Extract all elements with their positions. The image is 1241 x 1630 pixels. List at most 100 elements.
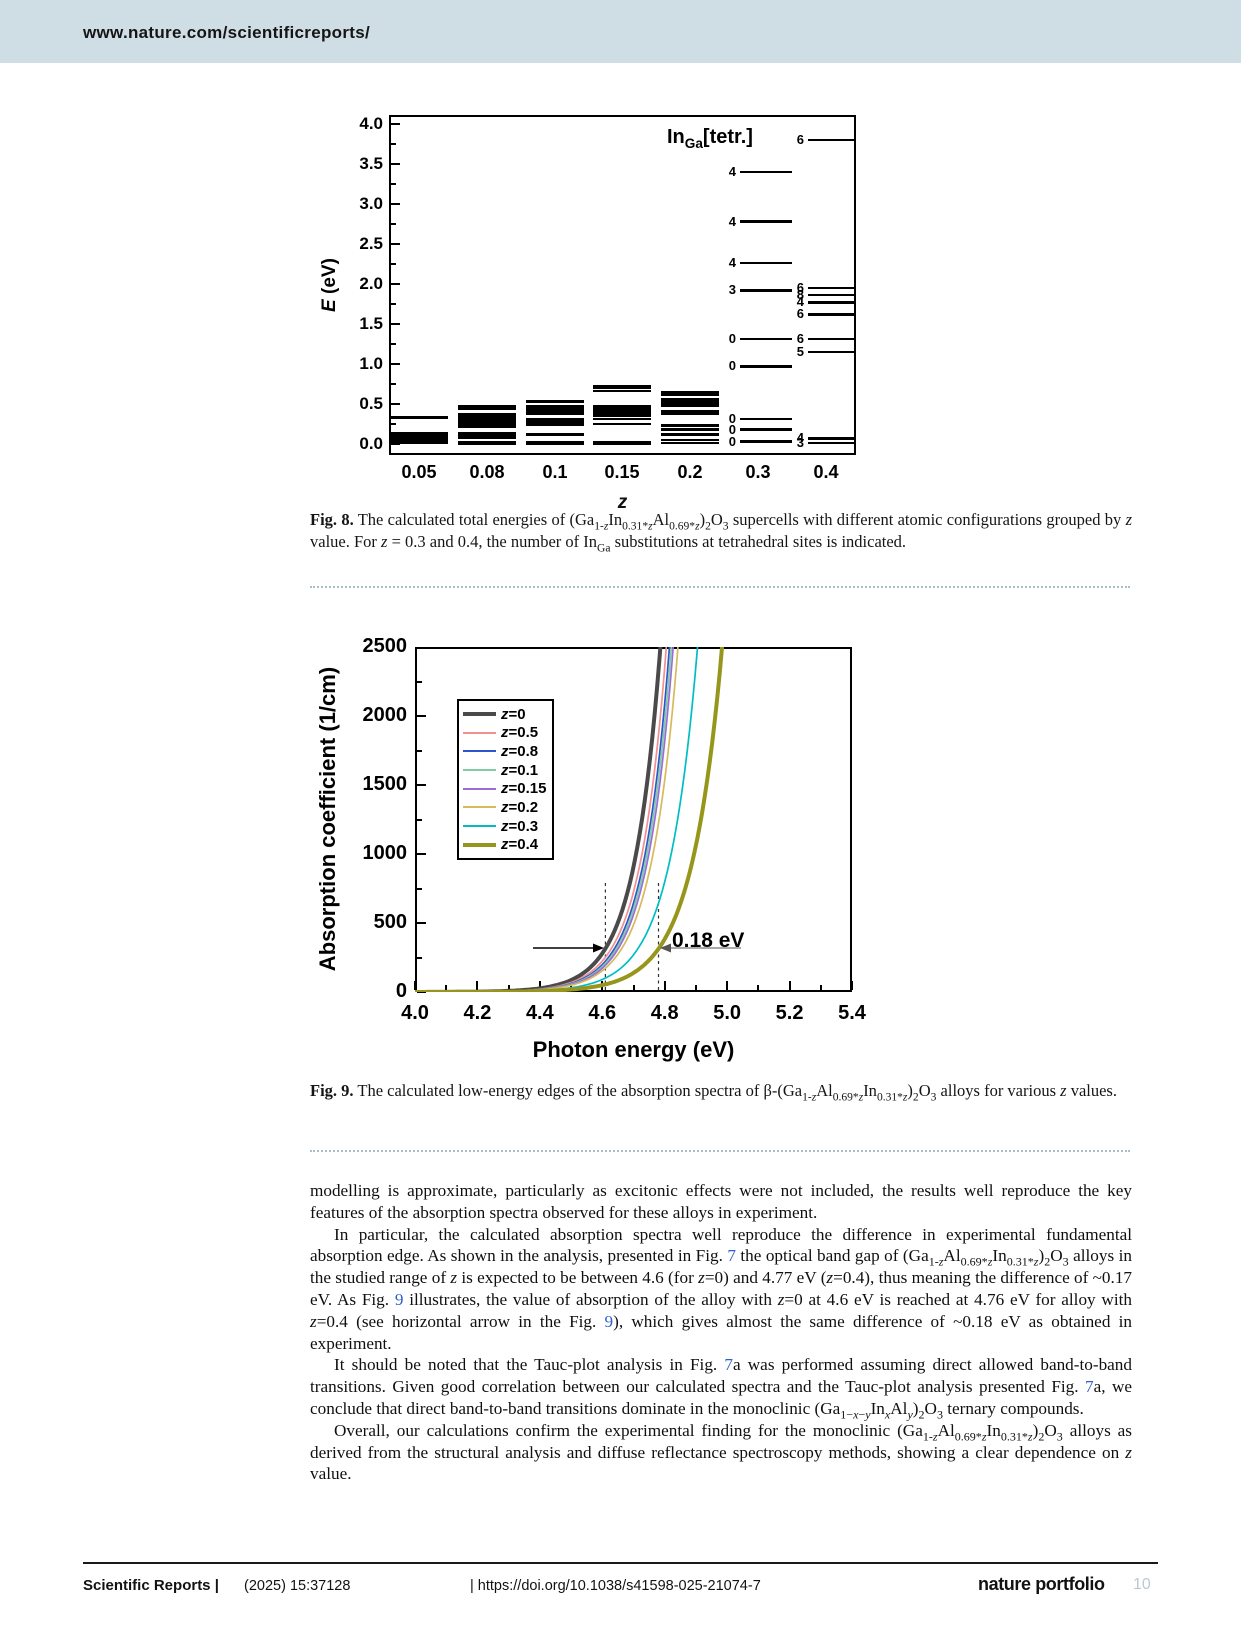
x-axis-tick <box>507 985 510 990</box>
energy-level-line <box>526 409 584 413</box>
y-axis-tick-label: 0.0 <box>359 434 383 453</box>
x-axis-tick-label: 5.0 <box>713 1002 742 1024</box>
energy-level-line <box>593 386 651 390</box>
legend-item-label: z=0.2 <box>501 798 539 816</box>
energy-level-count-label: 6 <box>796 280 804 295</box>
legend-item: z=0.8 <box>463 743 552 760</box>
y-axis-tick-label: 2500 <box>362 635 408 657</box>
figure-ref-link[interactable]: 9 <box>604 1311 614 1331</box>
absorption-curve-0.4 <box>415 647 725 992</box>
x-axis-tick-label: 4.8 <box>650 1002 679 1024</box>
y-axis-tick <box>391 403 400 405</box>
energy-level-line <box>661 390 719 394</box>
energy-level-line <box>458 407 516 411</box>
legend-line-sample <box>463 825 496 828</box>
body-paragraph: In particular, the calculated absorption… <box>310 1224 1133 1353</box>
y-axis-tick-label: 0.5 <box>359 394 383 413</box>
x-axis-tick <box>819 985 822 990</box>
legend-line-sample <box>463 712 496 717</box>
y-axis-tick <box>417 956 422 959</box>
energy-level-count-label: 0 <box>728 433 736 449</box>
energy-level-line <box>458 422 516 426</box>
energy-level-line <box>593 385 651 388</box>
y-axis-tick <box>417 749 422 752</box>
x-axis-tick <box>663 981 666 990</box>
annotation-label-018ev: 0.18 eV <box>672 929 744 952</box>
x-axis-tick-label: 0.4 <box>813 462 839 482</box>
energy-level-line <box>740 220 792 223</box>
energy-level-line <box>526 407 584 411</box>
y-axis-tick <box>417 991 426 993</box>
x-axis-tick <box>414 981 416 990</box>
body-paragraph: Overall, our calculations confirm the ex… <box>310 1420 1132 1484</box>
y-axis-tick <box>417 715 426 717</box>
footer-doi-link[interactable]: | https://doi.org/10.1038/s41598-025-210… <box>470 1578 761 1594</box>
energy-level-line <box>526 442 584 446</box>
x-axis-tick-label: 4.2 <box>463 1002 492 1024</box>
energy-level-line <box>740 337 792 341</box>
figure-ref-link[interactable]: 7 <box>1085 1377 1094 1397</box>
y-axis-tick-label: 0 <box>395 980 407 1002</box>
legend-item: z=0.3 <box>463 818 552 835</box>
energy-level-line <box>740 440 792 443</box>
energy-level-line <box>740 417 792 421</box>
y-axis-tick <box>391 363 400 365</box>
x-axis-tick <box>788 981 791 990</box>
y-axis-tick <box>391 323 400 325</box>
figure-9-absorption-plot: 4.0 4.2 4.4 4.6 4.8 5.0 5.2 5.4 0 500 1000 1500 2000… <box>300 600 880 1070</box>
energy-level-line <box>661 402 719 406</box>
x-axis-tick-label: 0.3 <box>745 462 771 482</box>
y-axis-title: E (eV) <box>319 258 340 312</box>
energy-level-line <box>390 433 448 437</box>
y-axis-tick <box>417 818 422 821</box>
energy-level-line <box>526 423 584 427</box>
legend-line-sample <box>463 769 496 772</box>
section-divider <box>310 586 1130 588</box>
energy-level-line <box>458 434 516 438</box>
legend-item: z=0.15 <box>463 780 552 797</box>
y-axis-tick-label: 3.5 <box>359 154 383 173</box>
energy-level-line <box>390 437 448 440</box>
legend-item: z=0.1 <box>463 762 552 779</box>
energy-level-line <box>593 406 651 410</box>
energy-level-line <box>740 428 792 431</box>
energy-level-line <box>526 412 584 415</box>
annotation-arrowhead-left <box>660 943 671 953</box>
y-axis-tick-label: 2.5 <box>359 234 383 253</box>
y-axis-tick <box>391 343 396 345</box>
x-axis-tick <box>851 981 853 990</box>
x-axis-tick <box>694 985 697 990</box>
energy-level-line <box>740 170 792 174</box>
figure-9-caption: Fig. 9. The calculated low-energy edges … <box>310 1080 1132 1103</box>
energy-level-line <box>526 400 584 403</box>
legend-item-label: z=0.4 <box>501 836 539 854</box>
figure-ref-link[interactable]: 7 <box>724 1355 733 1375</box>
energy-level-line <box>661 400 719 403</box>
figure-ref-link[interactable]: 9 <box>394 1289 404 1309</box>
legend-item-label: z=0.3 <box>501 817 539 835</box>
nature-portfolio-logo: nature portfolio <box>978 1574 1105 1594</box>
legend-line-sample <box>463 731 496 734</box>
y-axis-tick-label: 500 <box>373 911 407 933</box>
energy-level-line <box>593 408 651 411</box>
energy-level-line <box>390 441 448 445</box>
legend-line-sample <box>463 750 496 753</box>
energy-level-line <box>661 404 719 407</box>
energy-level-line <box>808 313 854 316</box>
energy-level-count-label: 0 <box>728 331 736 347</box>
x-axis-tick <box>632 985 635 990</box>
footer-rule <box>83 1562 1158 1564</box>
energy-level-line <box>458 405 516 408</box>
fig9-plot-area <box>415 647 852 992</box>
energy-level-line <box>808 441 854 445</box>
energy-level-count-label: 8 <box>796 287 804 303</box>
plot-legend: z=0 z=0.5 z=0.8 z=0.1 z=0.15 z=0.2 z=0.3 z=0.4 <box>457 699 554 860</box>
x-axis-tick <box>726 981 729 990</box>
x-axis-tick-label: 0.15 <box>604 462 640 482</box>
page-number: 10 <box>1133 1576 1151 1593</box>
y-axis-tick <box>417 784 426 786</box>
energy-level-line <box>593 412 651 415</box>
figure-ref-link[interactable]: 7 <box>727 1246 736 1266</box>
energy-level-line <box>808 337 854 341</box>
